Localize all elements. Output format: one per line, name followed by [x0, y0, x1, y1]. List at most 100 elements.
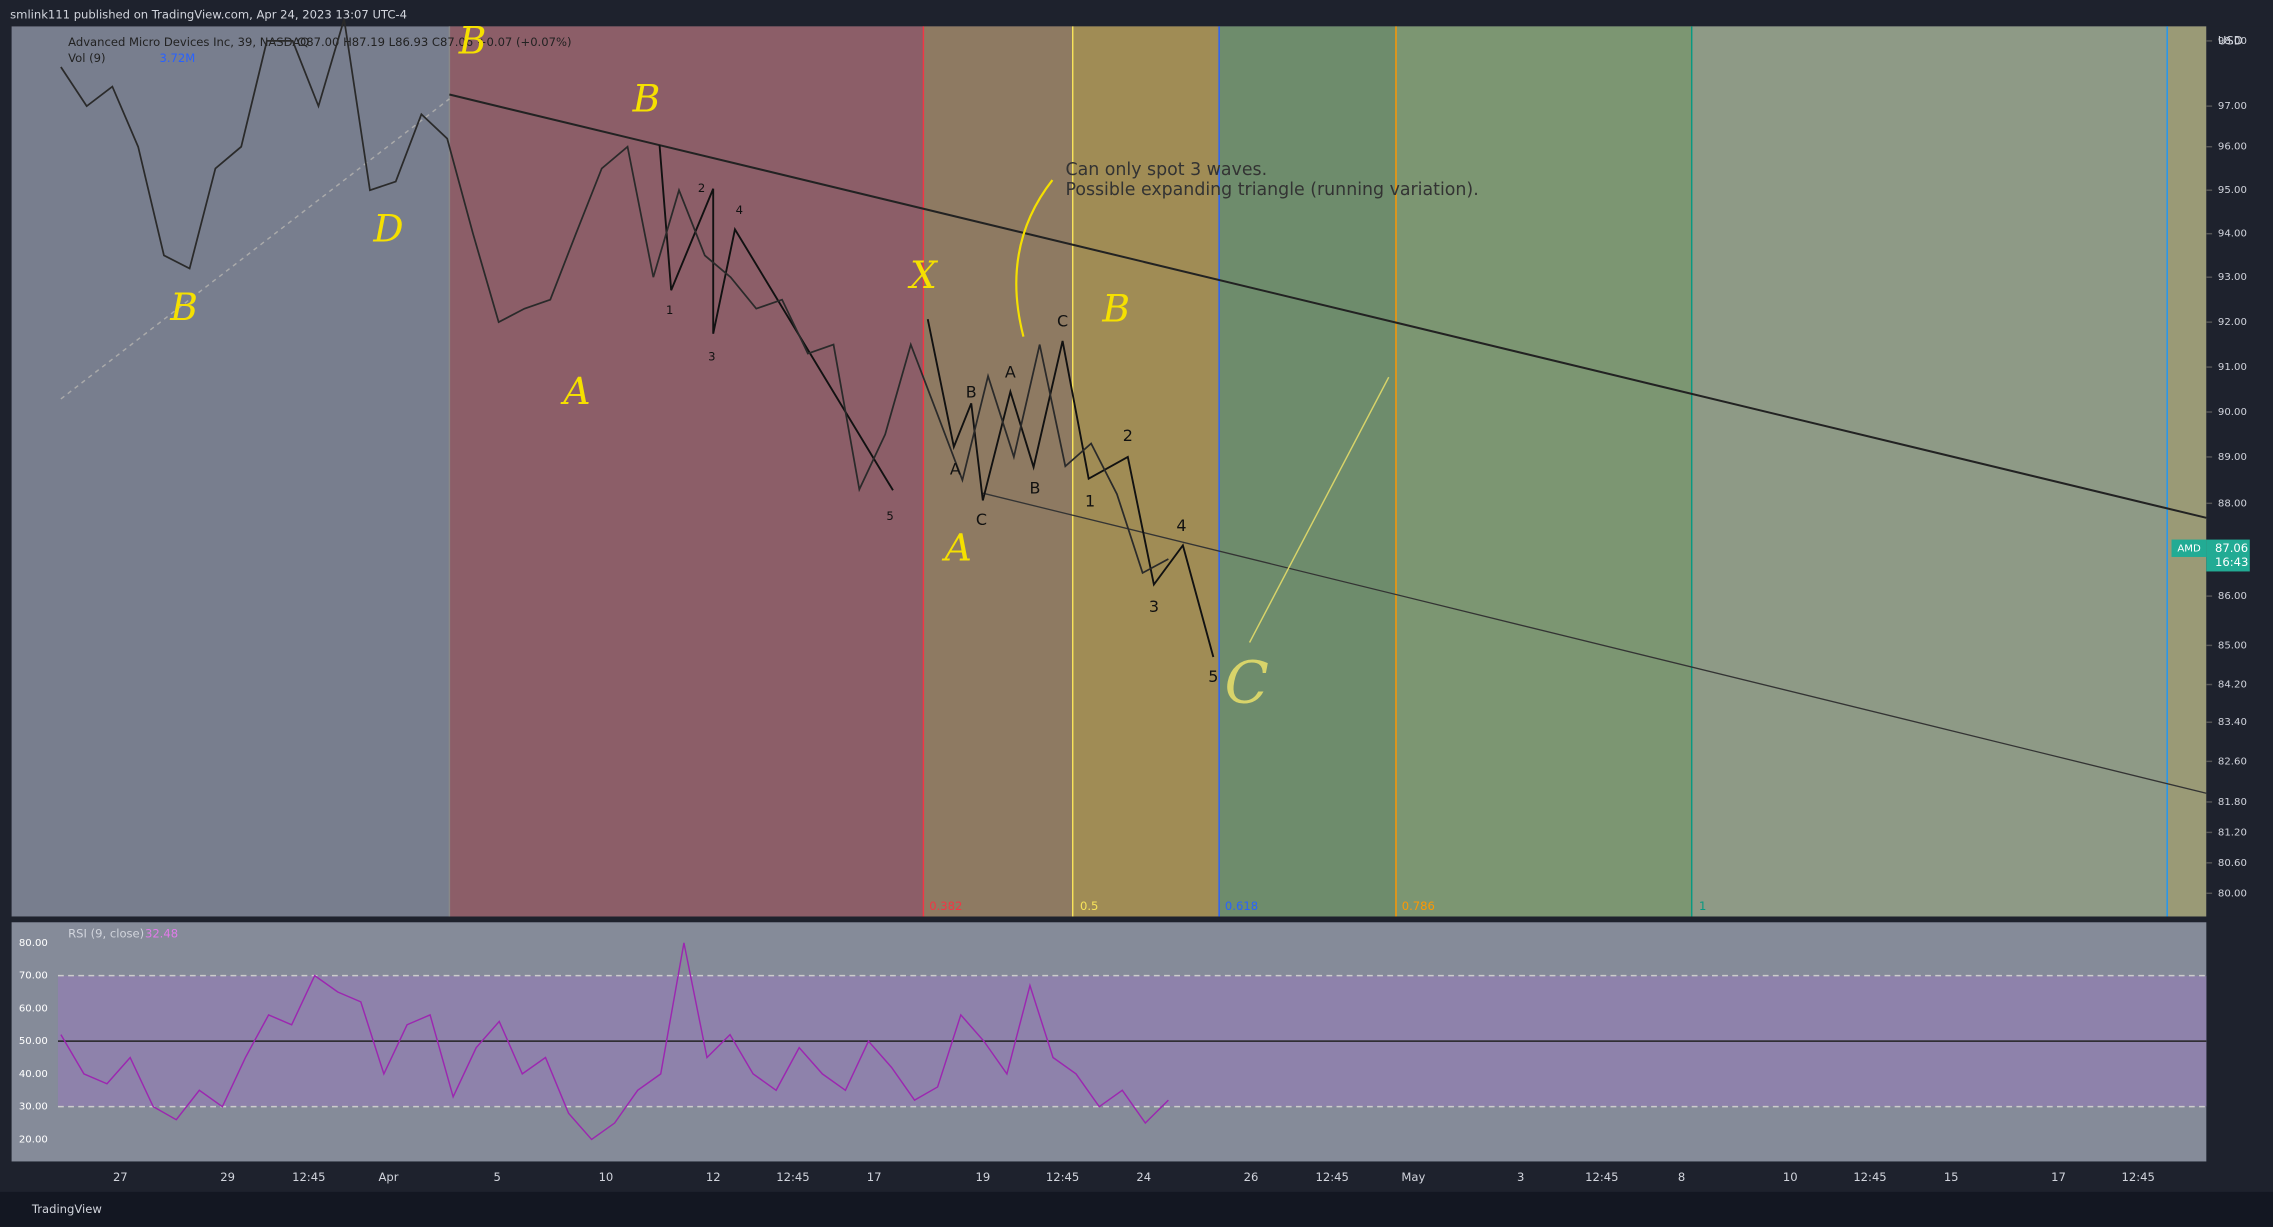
rsi-line	[60, 942, 1169, 1141]
wave-label: 3	[1149, 597, 1159, 616]
fib-zone	[2167, 26, 2207, 917]
time-tick-label: 19	[975, 1170, 990, 1184]
trend-line	[982, 492, 2207, 794]
time-tick-label: 12	[706, 1170, 721, 1184]
fib-label: 0.618	[1225, 899, 1258, 913]
time-tick-label: 27	[113, 1170, 128, 1184]
price-tick-label: 85.00	[2218, 640, 2247, 651]
time-tick-label: 17	[2051, 1170, 2066, 1184]
price-tag	[2171, 539, 2207, 557]
symbol: Advanced Micro Devices Inc, 39, NASDAQ	[68, 35, 309, 49]
ohlc: O87.00 H87.19 L86.93 C87.06 +0.07 (+0.07…	[297, 35, 571, 49]
time-tick-label: 29	[220, 1170, 235, 1184]
fib-label: 0.5	[1080, 899, 1098, 913]
arrow	[1248, 376, 1390, 643]
wave-label: 5	[886, 509, 893, 523]
wave-label: A	[1005, 362, 1016, 381]
annotation: Possible expanding triangle (running var…	[1065, 180, 1478, 200]
rsi-tick-label: 40.00	[19, 1069, 48, 1080]
header: smlink111 published on TradingView.com, …	[10, 7, 407, 21]
price-tick-label: 95.00	[2218, 185, 2247, 196]
price-tick-label: 81.80	[2218, 797, 2247, 808]
price-tick-label: 82.60	[2218, 756, 2247, 767]
wave-line	[658, 145, 894, 491]
price-tick-label: 98.00	[2218, 36, 2247, 47]
rsi-title: RSI (9, close)	[68, 926, 144, 940]
wave-label: 2	[1123, 426, 1133, 445]
time-tick-label: 15	[1944, 1170, 1959, 1184]
axis-unit: USD	[2218, 33, 2243, 47]
fib-zone	[1395, 26, 1692, 917]
volume-value: 3.72M	[159, 51, 195, 65]
footer	[0, 1191, 2273, 1227]
trend-line	[60, 98, 450, 400]
time-tick-label: 12:45	[1853, 1170, 1886, 1184]
time-tick-label: 10	[599, 1170, 614, 1184]
arrow	[1015, 179, 1054, 337]
price-tick-label: 81.20	[2218, 827, 2247, 838]
hand-label: A	[942, 526, 972, 570]
wave-label: 4	[1176, 516, 1186, 535]
price-axis	[2206, 26, 2273, 917]
wave-label: 4	[736, 203, 743, 217]
price-tick-label: 93.00	[2218, 272, 2247, 283]
tag-countdown: 16:43	[2215, 555, 2248, 569]
hand-label: A	[560, 369, 590, 413]
fib-label: 0.382	[929, 899, 962, 913]
volume-name: Vol (9)	[68, 51, 105, 65]
wave-label: C	[976, 510, 987, 529]
tag-symbol: AMD	[2177, 543, 2201, 554]
time-tick-label: 5	[494, 1170, 501, 1184]
hand-label: B	[458, 18, 487, 62]
time-tick-label: 12:45	[292, 1170, 325, 1184]
hand-label: B	[632, 76, 661, 120]
rsi-tick-label: 20.00	[19, 1134, 48, 1145]
price-tick-label: 96.00	[2218, 142, 2247, 153]
hand-label: C	[1224, 648, 1268, 716]
rsi-value: 32.48	[145, 926, 178, 940]
footer-brand: TradingView	[31, 1202, 102, 1216]
fib-zone	[449, 26, 924, 917]
wave-label: B	[1030, 478, 1041, 497]
price-tick-label: 91.00	[2218, 362, 2247, 373]
fib-zone	[1072, 26, 1220, 917]
fib-zone	[1691, 26, 2168, 917]
time-tick-label: 26	[1244, 1170, 1259, 1184]
hand-label: D	[372, 207, 403, 251]
price-tick-label: 83.40	[2218, 717, 2247, 728]
rsi-tick-label: 60.00	[19, 1003, 48, 1014]
price-tick-label: 80.60	[2218, 858, 2247, 869]
time-tick-label: 3	[1517, 1170, 1524, 1184]
wave-label: 1	[1085, 491, 1095, 510]
wave-label: C	[1057, 312, 1068, 331]
annotation: Can only spot 3 waves.	[1065, 160, 1267, 180]
time-tick-label: Apr	[378, 1170, 398, 1184]
wave-label: 5	[1208, 667, 1218, 686]
rsi-tick-label: 30.00	[19, 1102, 48, 1113]
time-tick-label: 24	[1136, 1170, 1151, 1184]
time-tick-label: 12:45	[1046, 1170, 1079, 1184]
wave-label: 2	[698, 181, 705, 195]
hand-label: X	[907, 253, 939, 297]
price-tag	[2206, 539, 2250, 572]
time-tick-label: 12:45	[1585, 1170, 1618, 1184]
wave-label: B	[966, 383, 977, 402]
time-tick-label: 17	[867, 1170, 882, 1184]
time-tick-label: 8	[1678, 1170, 1685, 1184]
wave-label: A	[950, 459, 961, 478]
fib-lines	[448, 26, 2168, 917]
hand-label: B	[1101, 286, 1130, 330]
tag-price: 87.06	[2215, 541, 2248, 555]
price-tick-label: 84.20	[2218, 680, 2247, 691]
price-line	[60, 18, 1169, 575]
wave-label: 3	[708, 349, 715, 363]
fib-zone	[923, 26, 1073, 917]
fib-label: 0.786	[1402, 899, 1435, 913]
wave-line	[926, 319, 1215, 658]
price-tick-label: 92.00	[2218, 317, 2247, 328]
price-tick-label: 86.00	[2218, 591, 2247, 602]
time-tick-label: 10	[1783, 1170, 1798, 1184]
price-tick-label: 89.00	[2218, 452, 2247, 463]
